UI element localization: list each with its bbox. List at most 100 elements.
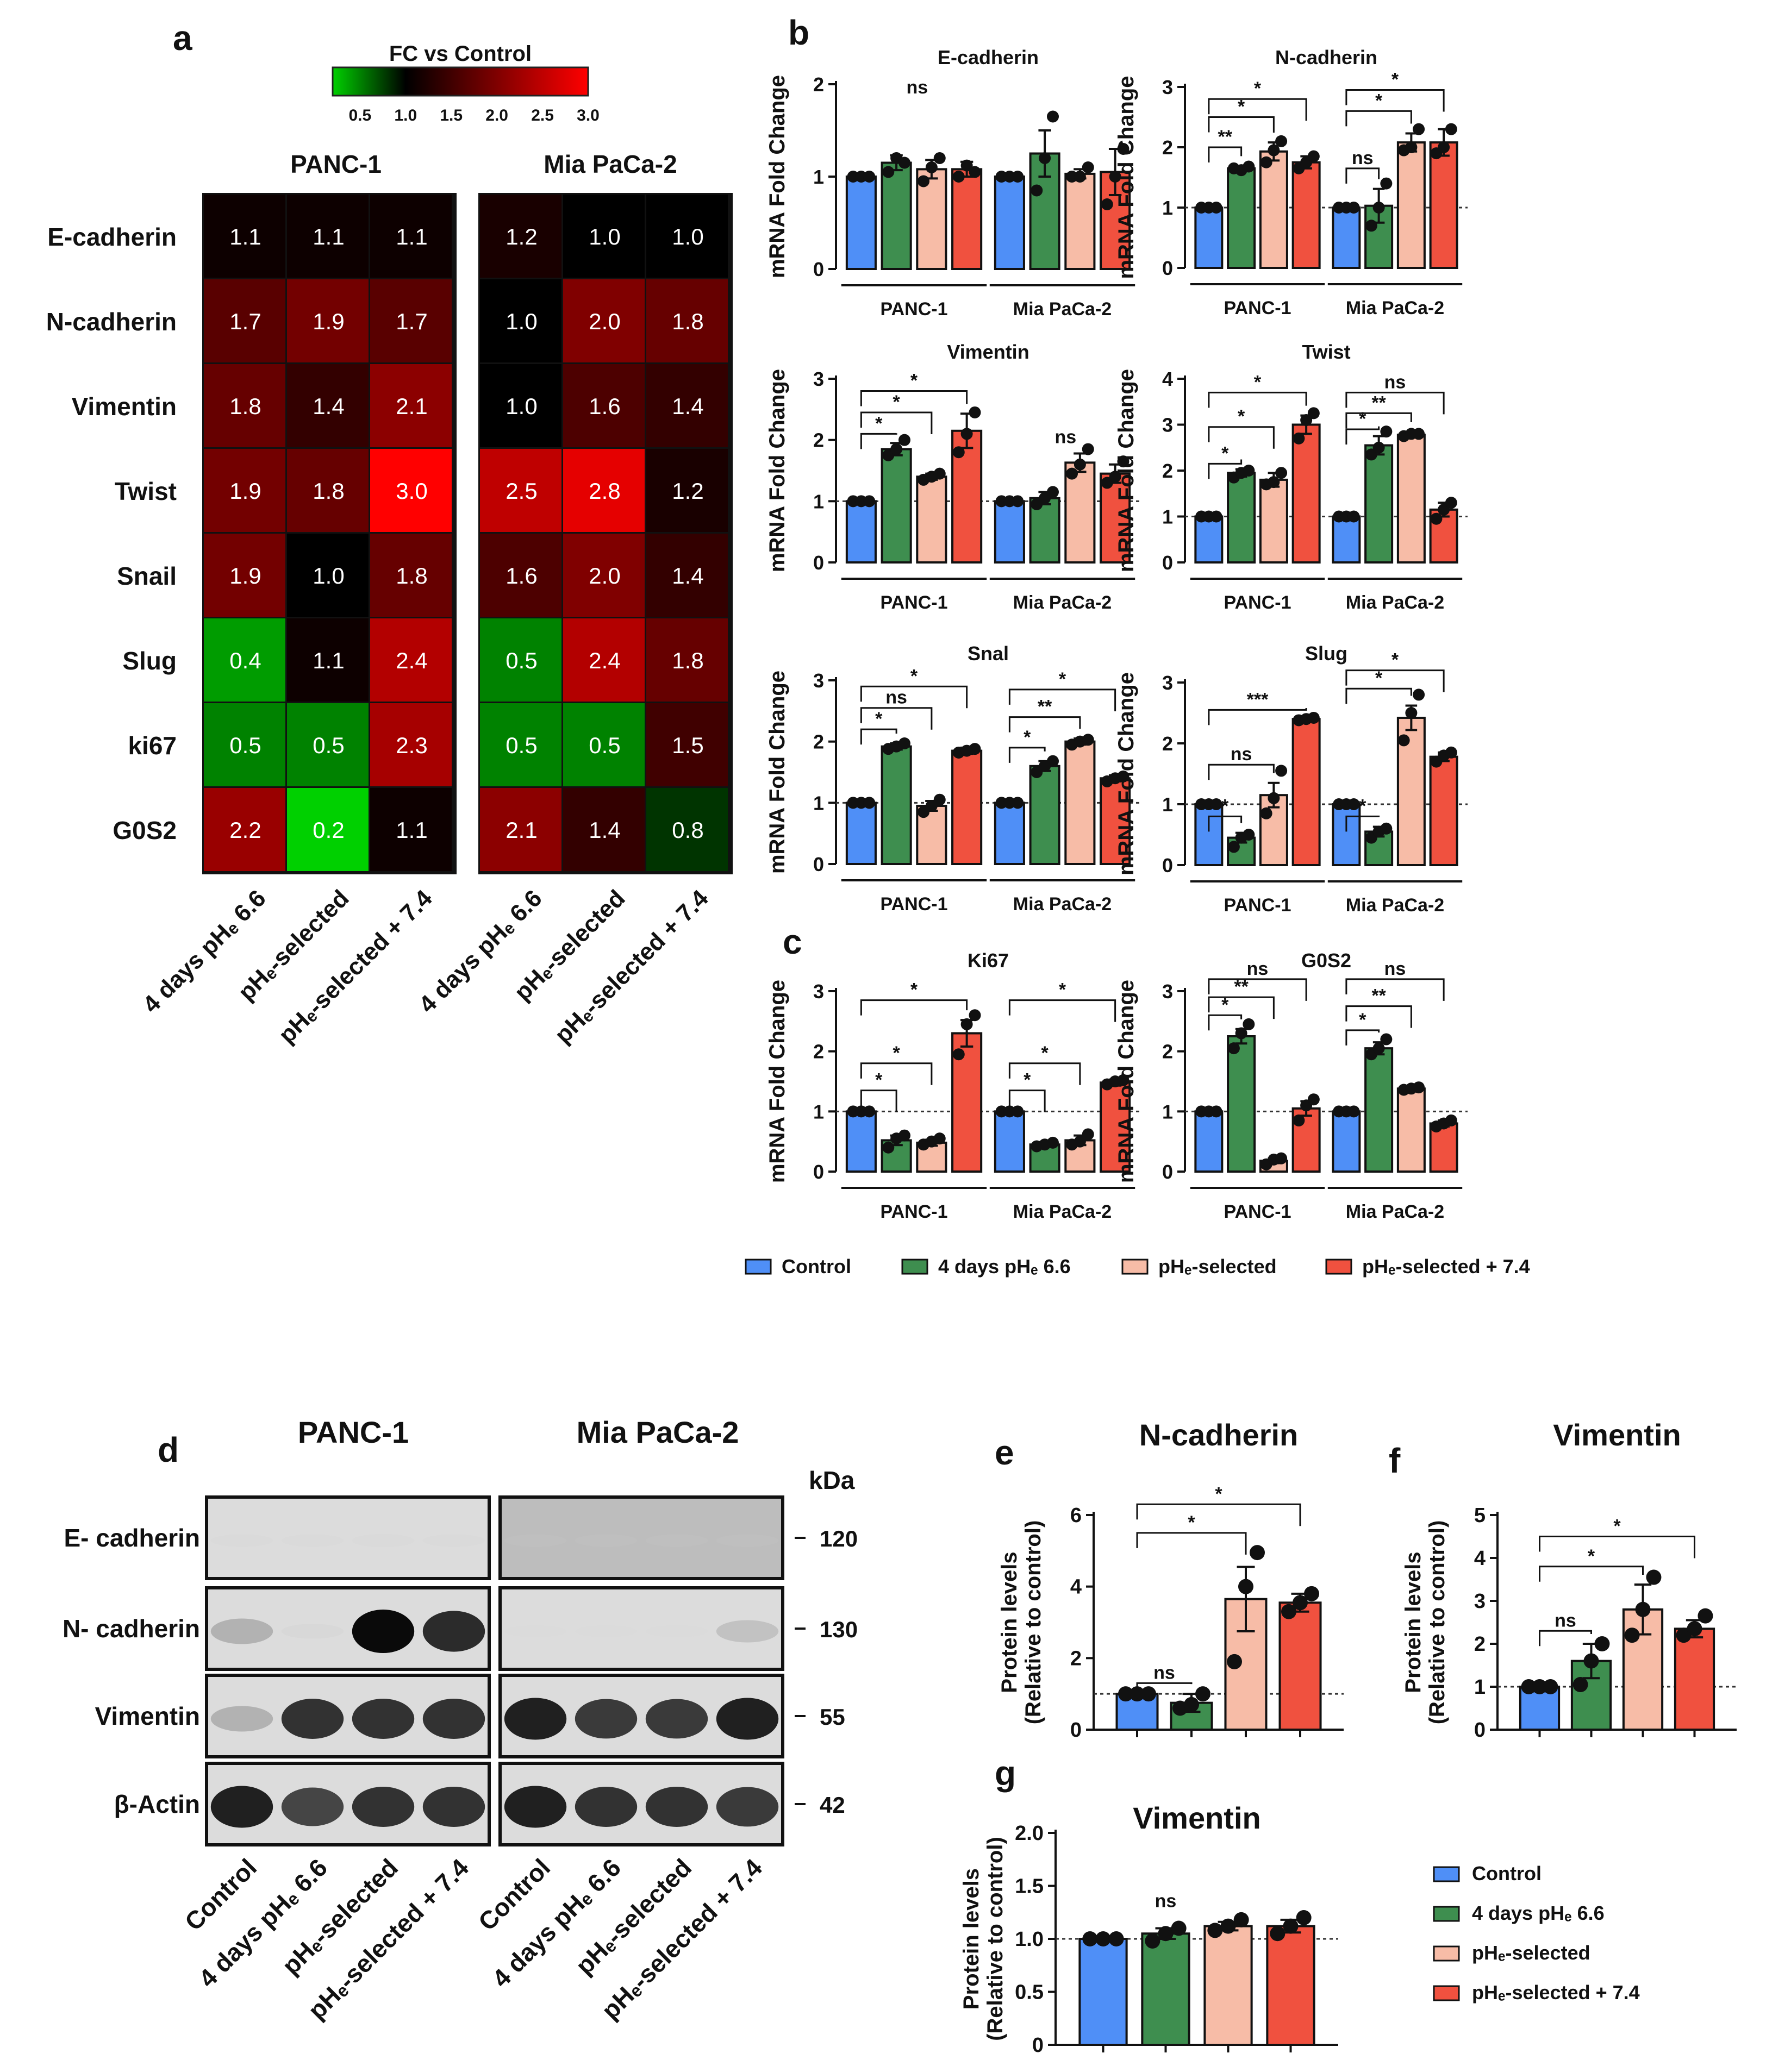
data-point	[898, 1129, 910, 1142]
heatmap-cell	[563, 195, 645, 278]
group-label: PANC-1	[1224, 592, 1291, 613]
panel-label-d: d	[158, 1430, 179, 1469]
data-point	[1572, 1677, 1588, 1693]
bar	[845, 176, 877, 270]
bar	[1100, 1081, 1131, 1173]
heatmap-cell-value: 1.7	[229, 309, 261, 334]
data-point	[1347, 798, 1360, 810]
bar	[1227, 167, 1256, 269]
heatmap-cell-value: 1.6	[506, 563, 537, 589]
heatmap-cell-value: 0.4	[229, 648, 261, 673]
chart-panel: N-cadherin 0 1 2 3 mRNA Fold Change PANC-1 Mia …	[1114, 46, 1468, 318]
data-point	[1445, 746, 1457, 759]
heatmap-cell	[204, 279, 285, 362]
heatmap-cell	[204, 788, 285, 871]
data-point	[863, 495, 876, 508]
group-label: PANC-1	[1224, 895, 1291, 916]
significance-label: *	[1375, 668, 1383, 688]
significance-bracket	[1345, 412, 1412, 429]
significance-bracket	[1208, 1014, 1243, 1031]
data-point	[1141, 1686, 1156, 1702]
heatmap-cell-value: 1.8	[313, 478, 344, 504]
y-tick-label: 1.5	[1015, 1875, 1044, 1898]
significance-label: *	[1359, 409, 1366, 429]
data-point	[1243, 829, 1255, 841]
heatmap-cell	[287, 364, 369, 447]
heatmap-cell	[480, 788, 561, 871]
significance-bracket	[860, 685, 968, 709]
heatmap-cell-value: 2.2	[229, 817, 261, 843]
bar	[1674, 1627, 1715, 1731]
significance-bracket	[1345, 89, 1445, 112]
y-tick-label: 4	[1070, 1576, 1082, 1599]
data-point	[1624, 1627, 1640, 1643]
heatmap-cell-value: 1.9	[313, 309, 344, 334]
significance-bracket	[1208, 146, 1243, 162]
data-point	[969, 1009, 981, 1022]
heatmap-cell-value: 0.5	[229, 733, 261, 758]
significance-bracket	[1136, 1532, 1247, 1555]
blot-band	[281, 1624, 344, 1639]
blot-band	[352, 1533, 415, 1548]
heatmap-cell-value: 2.1	[396, 393, 427, 419]
kda-value: 42	[820, 1792, 845, 1818]
data-point	[1307, 407, 1320, 420]
significance-label: *	[910, 666, 918, 686]
colorbar-tick-label: 2.5	[531, 107, 554, 124]
bar	[1266, 1925, 1315, 2046]
y-tick-label: 3	[1162, 414, 1173, 436]
data-point	[1082, 443, 1094, 455]
bar	[1332, 206, 1361, 269]
significance-bracket	[1208, 391, 1307, 408]
bar	[1194, 1110, 1224, 1173]
chart-title: Twist	[1302, 341, 1350, 363]
data-point	[1372, 1042, 1385, 1055]
data-point	[1275, 135, 1288, 147]
data-point	[1532, 1679, 1547, 1694]
significance-label: ns	[1555, 1610, 1576, 1631]
heatmap-cell	[563, 703, 645, 786]
data-point	[1293, 432, 1305, 445]
group-label: Mia PaCa-2	[1013, 592, 1112, 613]
significance-bracket	[1539, 1566, 1644, 1582]
heatmap-cell-value: 2.0	[589, 309, 620, 334]
chart-panel: Snal 0 1 2 3 mRNA Fold Change PANC-1 Mia PaCa-2…	[765, 642, 1140, 915]
heatmap-panel: FC vs Control 0.5 1.0 1.5 2.0 2.5 3.0 PANC-1 …	[46, 42, 733, 1049]
heatmap-cell	[646, 195, 728, 278]
heatmap-cell-value: 1.4	[589, 817, 620, 843]
bar	[994, 500, 1025, 564]
significance-label: *	[893, 1043, 901, 1063]
y-axis-label: mRNA Fold Change	[765, 369, 789, 572]
bar	[1194, 515, 1224, 564]
legend-label: pHₑ-selected	[1158, 1255, 1277, 1278]
heatmap-cell	[646, 618, 728, 702]
y-axis-label: mRNA Fold Change	[765, 75, 789, 278]
blot-band	[281, 1699, 344, 1739]
y-tick-label: 0	[1474, 1719, 1486, 1742]
heatmap-group-label: Mia PaCa-2	[544, 150, 677, 178]
significance-bracket	[1136, 1682, 1193, 1699]
y-tick-label: 3	[1162, 76, 1173, 98]
heatmap-cell-value: 0.8	[672, 817, 703, 843]
data-point	[1521, 1679, 1537, 1694]
chart-panel: Twist 0 1 2 3 4 mRNA Fold Change PANC-1 Mia PaCa…	[1114, 341, 1468, 613]
bar	[1100, 777, 1131, 866]
bar	[951, 749, 983, 865]
significance-label: *	[1024, 1070, 1031, 1091]
heatmap-cell	[370, 618, 452, 702]
heatmap-cell	[204, 703, 285, 786]
y-tick-label: 2	[1162, 1041, 1173, 1063]
data-point	[1117, 1074, 1130, 1086]
heatmap-col-label: pHₑ-selected + 7.4	[273, 885, 438, 1049]
significance-bracket	[1208, 116, 1275, 133]
bar	[845, 802, 877, 866]
blot-band	[210, 1706, 273, 1732]
y-tick-label: 2.0	[1015, 1822, 1044, 1845]
heatmap-cell	[646, 788, 728, 871]
heatmap-cell	[370, 449, 452, 532]
data-point	[1108, 1931, 1124, 1946]
heatmap-cell	[646, 703, 728, 786]
y-tick-label: 4	[1162, 368, 1173, 390]
heatmap-cell	[204, 618, 285, 702]
data-point	[890, 443, 903, 455]
